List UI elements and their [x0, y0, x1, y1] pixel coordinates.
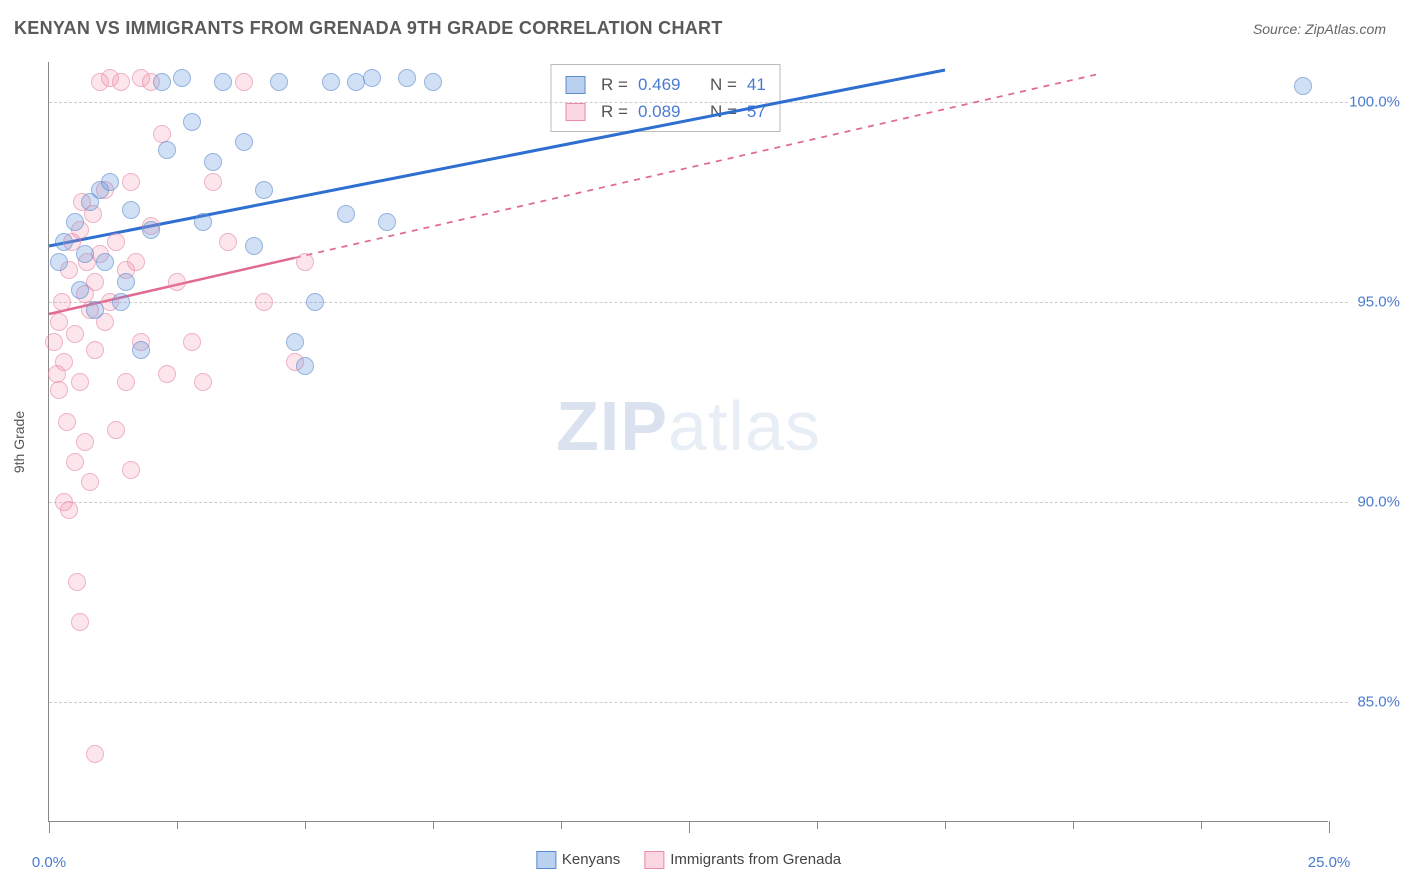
- data-point: [76, 433, 94, 451]
- data-point: [71, 613, 89, 631]
- source-label: Source: ZipAtlas.com: [1253, 21, 1386, 37]
- data-point: [270, 73, 288, 91]
- data-point: [60, 501, 78, 519]
- data-point: [255, 181, 273, 199]
- data-point: [122, 201, 140, 219]
- data-point: [55, 233, 73, 251]
- data-point: [45, 333, 63, 351]
- data-point: [142, 221, 160, 239]
- data-point: [214, 73, 232, 91]
- x-tick-minor: [305, 821, 306, 829]
- data-point: [112, 293, 130, 311]
- data-point: [235, 133, 253, 151]
- data-point: [86, 273, 104, 291]
- data-point: [86, 301, 104, 319]
- chart-plot-area: 9th Grade ZIPatlas R = 0.469 N = 41R = 0…: [48, 62, 1328, 822]
- data-point: [68, 573, 86, 591]
- x-tick-label: 25.0%: [1308, 854, 1351, 871]
- x-tick-label: 0.0%: [32, 854, 66, 871]
- data-point: [424, 73, 442, 91]
- data-point: [158, 141, 176, 159]
- data-point: [71, 281, 89, 299]
- data-point: [66, 453, 84, 471]
- y-axis-title: 9th Grade: [11, 410, 27, 472]
- trendlines-svg: [49, 62, 1329, 822]
- data-point: [86, 341, 104, 359]
- data-point: [255, 293, 273, 311]
- y-tick-label: 100.0%: [1349, 94, 1400, 111]
- x-tick-minor: [177, 821, 178, 829]
- data-point: [1294, 77, 1312, 95]
- data-point: [204, 173, 222, 191]
- data-point: [219, 233, 237, 251]
- data-point: [127, 253, 145, 271]
- data-point: [194, 373, 212, 391]
- y-tick-label: 95.0%: [1357, 294, 1400, 311]
- y-tick-label: 90.0%: [1357, 494, 1400, 511]
- data-point: [50, 381, 68, 399]
- data-point: [204, 153, 222, 171]
- chart-title: KENYAN VS IMMIGRANTS FROM GRENADA 9TH GR…: [14, 18, 723, 39]
- data-point: [296, 357, 314, 375]
- data-point: [122, 461, 140, 479]
- data-point: [168, 273, 186, 291]
- legend-swatch: [536, 851, 556, 869]
- data-point: [107, 421, 125, 439]
- data-point: [55, 353, 73, 371]
- data-point: [132, 341, 150, 359]
- data-point: [112, 73, 130, 91]
- data-point: [158, 365, 176, 383]
- legend-swatch: [644, 851, 664, 869]
- data-point: [286, 333, 304, 351]
- x-tick-major: [689, 821, 690, 833]
- data-point: [96, 253, 114, 271]
- legend: Kenyans Immigrants from Grenada: [536, 851, 841, 869]
- data-point: [183, 333, 201, 351]
- x-tick-minor: [1201, 821, 1202, 829]
- data-point: [101, 173, 119, 191]
- data-point: [306, 293, 324, 311]
- data-point: [107, 233, 125, 251]
- data-point: [245, 237, 263, 255]
- x-tick-minor: [945, 821, 946, 829]
- data-point: [71, 373, 89, 391]
- legend-item: Kenyans: [536, 851, 620, 869]
- data-point: [398, 69, 416, 87]
- data-point: [337, 205, 355, 223]
- x-tick-minor: [561, 821, 562, 829]
- data-point: [153, 73, 171, 91]
- x-tick-minor: [433, 821, 434, 829]
- data-point: [50, 253, 68, 271]
- data-point: [296, 253, 314, 271]
- data-point: [235, 73, 253, 91]
- data-point: [363, 69, 381, 87]
- data-point: [53, 293, 71, 311]
- data-point: [81, 473, 99, 491]
- data-point: [122, 173, 140, 191]
- data-point: [66, 213, 84, 231]
- legend-item: Immigrants from Grenada: [644, 851, 841, 869]
- x-tick-minor: [1073, 821, 1074, 829]
- data-point: [66, 325, 84, 343]
- data-point: [183, 113, 201, 131]
- data-point: [86, 745, 104, 763]
- x-tick-major: [49, 821, 50, 833]
- data-point: [76, 245, 94, 263]
- data-point: [117, 373, 135, 391]
- data-point: [194, 213, 212, 231]
- data-point: [378, 213, 396, 231]
- data-point: [58, 413, 76, 431]
- data-point: [50, 313, 68, 331]
- data-point: [322, 73, 340, 91]
- data-point: [117, 273, 135, 291]
- x-tick-major: [1329, 821, 1330, 833]
- x-tick-minor: [817, 821, 818, 829]
- y-tick-label: 85.0%: [1357, 694, 1400, 711]
- data-point: [173, 69, 191, 87]
